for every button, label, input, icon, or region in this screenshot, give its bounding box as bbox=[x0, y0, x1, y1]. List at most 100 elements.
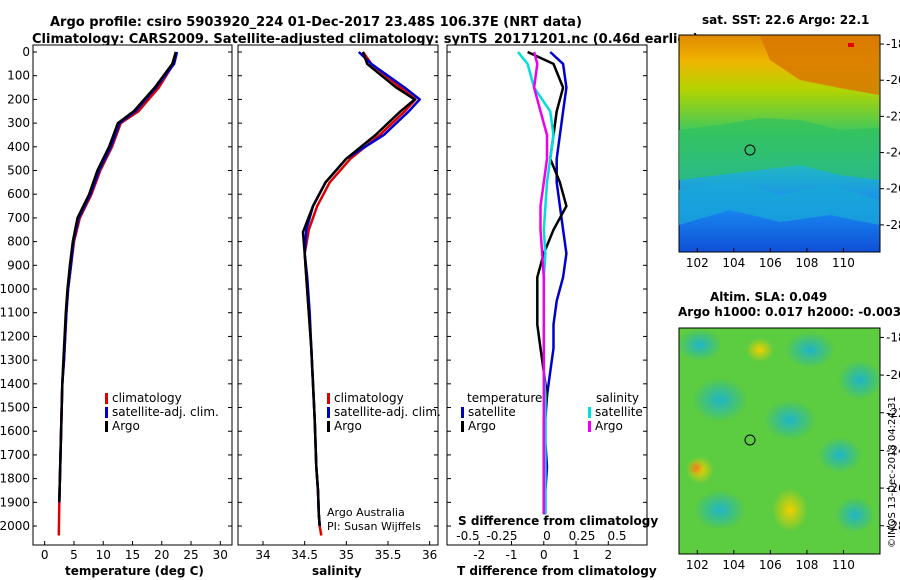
legend-label-S-satellite: satellite bbox=[595, 405, 643, 419]
sla-title: Altim. SLA: 0.049 bbox=[710, 290, 827, 304]
x-tick-label: 2 bbox=[604, 548, 612, 562]
depth-tick-label: 1800 bbox=[0, 472, 30, 486]
legend-swatch-S-satellite bbox=[588, 407, 591, 418]
legend-swatch-argo bbox=[327, 421, 330, 432]
legend-swatch-argo bbox=[105, 421, 108, 432]
map-lon-label: 110 bbox=[832, 256, 855, 270]
s-difference-tick-label: -0.25 bbox=[486, 529, 517, 543]
x-tick-label: 30 bbox=[213, 548, 228, 562]
map-lon-label: 104 bbox=[722, 558, 745, 572]
map-lat-label: -22 bbox=[886, 109, 900, 123]
sla-anomaly-blob bbox=[835, 497, 875, 533]
sla-anomaly-blob bbox=[785, 332, 835, 368]
legend-swatch-satellite bbox=[327, 407, 330, 418]
depth-tick-label: 800 bbox=[7, 235, 30, 249]
map-lat-label: -20 bbox=[886, 368, 900, 382]
sla-map-ticks: 102 104 106 108 110 -18 -20 -22 -24 -26 -28 bbox=[686, 330, 900, 572]
legend-title-temperature: temperature bbox=[467, 391, 542, 405]
map-lon-label: 110 bbox=[832, 558, 855, 572]
x-tick-label: 34 bbox=[255, 548, 270, 562]
depth-tick-label: 2000 bbox=[0, 519, 30, 533]
profile-line-argo bbox=[301, 51, 416, 527]
sla-anomaly-blob bbox=[838, 360, 882, 400]
map-lat-label: -28 bbox=[886, 218, 900, 232]
legend-swatch-T-argo bbox=[461, 421, 464, 432]
depth-tick-label: 1200 bbox=[0, 329, 30, 343]
x-tick-label: 36 bbox=[422, 548, 437, 562]
legend-label-argo: Argo bbox=[334, 419, 362, 433]
map-lat-label: -18 bbox=[886, 330, 900, 344]
sla-anomaly-blob bbox=[678, 329, 722, 361]
legend-swatch-climatology bbox=[327, 393, 330, 404]
sst-cyan-band bbox=[679, 180, 879, 225]
map-lon-label: 104 bbox=[722, 256, 745, 270]
legend-title-salinity: salinity bbox=[596, 391, 639, 405]
legend-swatch-T-satellite bbox=[461, 407, 464, 418]
map-lon-label: 108 bbox=[795, 256, 818, 270]
x-tick-label: -1 bbox=[506, 548, 518, 562]
profile-line-argo bbox=[58, 51, 177, 503]
salinity-profiles bbox=[301, 51, 421, 536]
map-lon-label: 108 bbox=[795, 558, 818, 572]
depth-tick-label: 900 bbox=[7, 258, 30, 272]
depth-tick-label: 200 bbox=[7, 92, 30, 106]
map-lat-label: -24 bbox=[886, 146, 900, 160]
sst-green-tongue bbox=[679, 118, 879, 180]
depth-tick-label: 500 bbox=[7, 164, 30, 178]
title-line-2: Climatology: CARS2009. Satellite-adjuste… bbox=[32, 32, 699, 47]
temperature-x-ticks: 0 5 10 15 20 25 30 bbox=[41, 541, 228, 562]
x-tick-label: 1 bbox=[572, 548, 580, 562]
sla-anomaly-blob bbox=[764, 400, 816, 440]
x-tick-label: 10 bbox=[96, 548, 111, 562]
depth-tick-label: 1000 bbox=[0, 282, 30, 296]
depth-tick-label: 700 bbox=[7, 211, 30, 225]
sst-warm-patch bbox=[760, 36, 879, 95]
temperature-legend: climatology satellite-adj. clim. Argo bbox=[105, 391, 219, 433]
s-difference-label: S difference from climatology bbox=[458, 514, 658, 528]
map-lon-label: 106 bbox=[759, 558, 782, 572]
x-tick-label: 0 bbox=[41, 548, 49, 562]
legend-label-climatology: climatology bbox=[334, 391, 404, 405]
sla-positive-blob bbox=[746, 338, 774, 362]
depth-tick-label: 1400 bbox=[0, 377, 30, 391]
depth-tick-label: 1500 bbox=[0, 401, 30, 415]
sla-anomaly-blob bbox=[818, 437, 862, 473]
map-lon-label: 106 bbox=[759, 256, 782, 270]
salinity-y-ticks bbox=[238, 51, 438, 527]
map-lat-label: -22 bbox=[886, 406, 900, 420]
x-tick-label: 15 bbox=[125, 548, 140, 562]
sst-map-panel: sat. SST: 22.6 Argo: 22.1 102 104 106 108 11… bbox=[678, 13, 900, 270]
sla-anomaly-blob bbox=[694, 490, 746, 530]
depth-tick-label: 1900 bbox=[0, 495, 30, 509]
title-line-1: Argo profile: csiro 5903920_224 01-Dec-2… bbox=[50, 15, 582, 30]
sla-subtitle: Argo h1000: 0.017 h2000: -0.0037 bbox=[678, 305, 900, 319]
x-tick-label: -2 bbox=[473, 548, 485, 562]
salinity-axes-frame bbox=[237, 44, 439, 546]
difference-x-ticks: -2 -1 0 1 2 bbox=[473, 541, 612, 562]
difference-panel: -2 -1 0 1 2 temperature satellite Argo salin… bbox=[446, 44, 658, 578]
depth-tick-label: 300 bbox=[7, 116, 30, 130]
temperature-axes-frame bbox=[32, 44, 233, 546]
sst-title: sat. SST: 22.6 Argo: 22.1 bbox=[702, 13, 869, 27]
x-tick-label: 34.5 bbox=[291, 548, 318, 562]
depth-tick-label: 600 bbox=[7, 187, 30, 201]
map-lat-label: -28 bbox=[886, 519, 900, 533]
sla-positive-blob bbox=[772, 488, 808, 532]
depth-tick-label: 1300 bbox=[0, 353, 30, 367]
map-lat-label: -26 bbox=[886, 182, 900, 196]
t-difference-xlabel: T difference from climatology bbox=[457, 564, 657, 578]
legend-label-climatology: climatology bbox=[112, 391, 182, 405]
salinity-xlabel: salinity bbox=[312, 564, 362, 578]
legend-label-argo: Argo bbox=[112, 419, 140, 433]
salinity-legend: climatology satellite-adj. clim. Argo bbox=[327, 391, 441, 433]
depth-tick-label: 400 bbox=[7, 140, 30, 154]
map-lat-label: -18 bbox=[886, 37, 900, 51]
difference-profiles bbox=[517, 50, 568, 515]
s-difference-tick-label: 0 bbox=[543, 529, 551, 543]
legend-swatch-satellite bbox=[105, 407, 108, 418]
sla-float-marker bbox=[744, 434, 756, 446]
x-tick-label: 0 bbox=[540, 548, 548, 562]
salinity-x-ticks: 34 34.5 35 35.5 36 bbox=[255, 541, 437, 562]
depth-tick-label: 1600 bbox=[0, 424, 30, 438]
